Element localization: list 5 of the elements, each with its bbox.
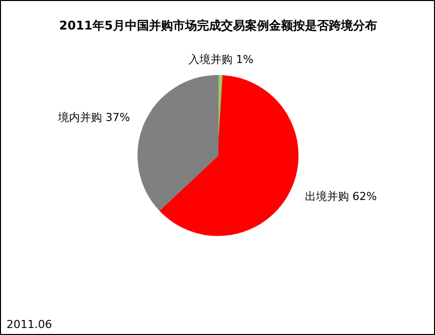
slice-label: 境内并购 37% (56, 110, 130, 124)
slice-label: 出境并购 62% (304, 190, 377, 203)
slice-label: 入境并购 1% (188, 53, 254, 66)
chart-title: 2011年5月中国并购市场完成交易案例金额按是否跨境分布 (59, 18, 377, 32)
text: 2011.06 (6, 318, 52, 331)
